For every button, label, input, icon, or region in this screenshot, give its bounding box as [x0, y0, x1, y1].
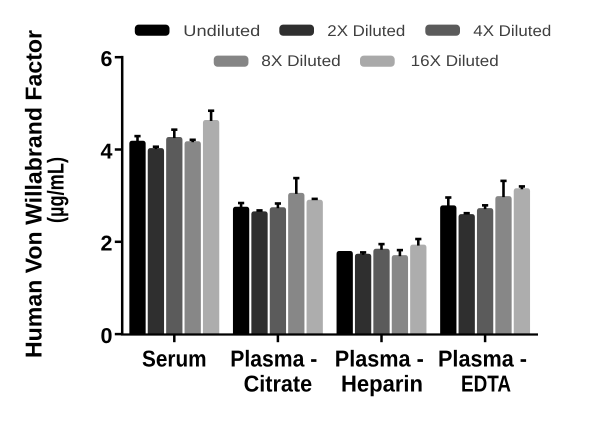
svg-text:0: 0: [101, 324, 113, 348]
svg-text:Plasma -: Plasma -: [335, 345, 424, 371]
svg-text:EDTA: EDTA: [461, 371, 511, 397]
svg-text:2X Diluted: 2X Diluted: [327, 23, 405, 40]
svg-text:Undiluted: Undiluted: [183, 23, 260, 40]
svg-text:4: 4: [101, 139, 113, 163]
svg-text:16X Diluted: 16X Diluted: [411, 53, 499, 70]
svg-text:Heparin: Heparin: [341, 371, 423, 397]
svg-text:8X Diluted: 8X Diluted: [261, 53, 341, 70]
svg-text:Serum: Serum: [142, 345, 207, 371]
svg-text:4X Diluted: 4X Diluted: [473, 23, 551, 40]
svg-text:Plasma -: Plasma -: [438, 345, 527, 371]
svg-text:2: 2: [101, 232, 113, 256]
svg-text:Citrate: Citrate: [244, 371, 313, 397]
svg-text:Human Von Willabrand Factor: Human Von Willabrand Factor: [21, 30, 47, 358]
svg-text:Plasma -: Plasma -: [230, 345, 317, 371]
svg-text:(µg/mL): (µg/mL): [43, 157, 69, 223]
svg-text:6: 6: [101, 47, 113, 71]
